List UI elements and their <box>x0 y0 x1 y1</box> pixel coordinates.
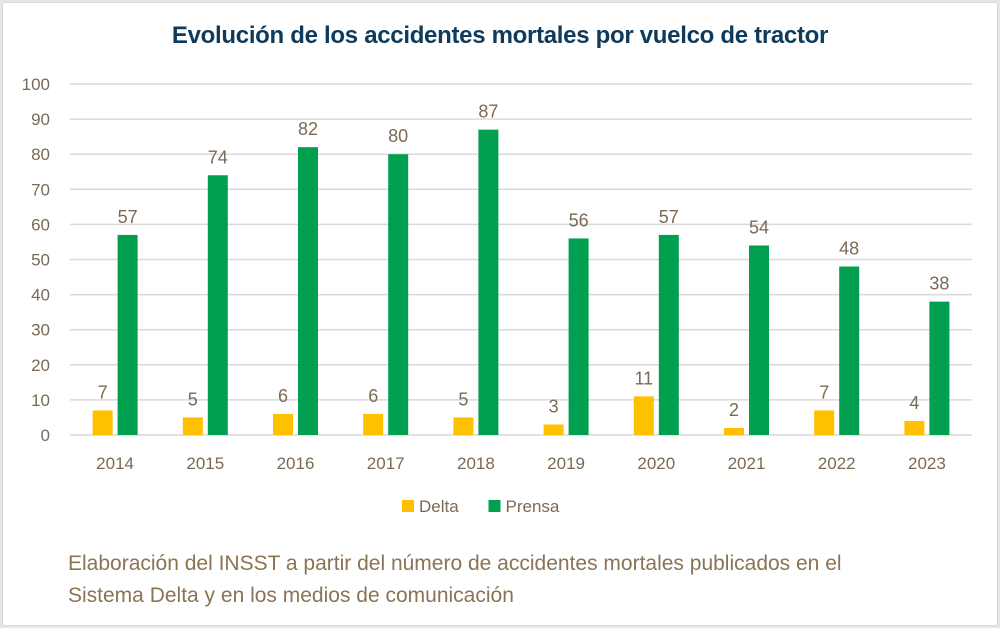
data-label-delta-2019: 3 <box>549 396 559 416</box>
x-tick-label: 2020 <box>637 454 675 473</box>
data-label-delta-2015: 5 <box>188 389 198 409</box>
bar-delta-2017 <box>363 413 384 435</box>
bar-prensa-2020 <box>658 234 679 435</box>
y-axis-ticks: 0 10 20 30 40 50 60 70 80 90 100 <box>22 75 50 445</box>
bar-delta-2019 <box>543 424 564 435</box>
data-labels: 7 57 5 74 6 82 6 80 5 87 3 56 11 57 2 54 7 48 4 38 <box>98 102 950 420</box>
chart-title: Evolución de los accidentes mortales por… <box>171 22 829 49</box>
data-label-prensa-2021: 54 <box>749 217 769 237</box>
data-label-prensa-2014: 57 <box>118 207 138 227</box>
bar-prensa-2015 <box>207 175 228 435</box>
bar-delta-2020 <box>633 396 654 435</box>
data-label-delta-2022: 7 <box>819 382 829 402</box>
bar-prensa-2022 <box>839 266 860 435</box>
caption-line-1: Elaboración del INSST a partir del númer… <box>68 552 842 575</box>
x-tick-label: 2017 <box>367 454 405 473</box>
caption-line-2: Sistema Delta y en los medios de comunic… <box>68 584 514 607</box>
y-tick-label: 90 <box>31 110 50 129</box>
y-tick-label: 10 <box>31 391 50 410</box>
x-tick-label: 2019 <box>547 454 585 473</box>
bar-prensa-2023 <box>929 301 950 435</box>
data-label-delta-2020: 11 <box>634 368 653 388</box>
bar-delta-2022 <box>814 410 835 435</box>
bar-delta-2015 <box>182 417 203 435</box>
chart-caption: Elaboración del INSST a partir del númer… <box>68 548 968 612</box>
y-tick-label: 50 <box>31 251 50 270</box>
y-tick-label: 30 <box>31 321 50 340</box>
x-tick-label: 2022 <box>818 454 856 473</box>
bar-prensa-2021 <box>749 245 769 435</box>
data-label-prensa-2016: 82 <box>298 119 318 139</box>
bar-delta-2014 <box>92 410 113 435</box>
x-tick-label: 2016 <box>277 454 315 473</box>
bar-delta-2023 <box>904 420 925 435</box>
y-tick-label: 60 <box>31 215 50 234</box>
bar-prensa-2018 <box>478 129 499 435</box>
legend-swatch-delta <box>402 500 414 512</box>
data-label-prensa-2018: 87 <box>478 102 498 122</box>
y-tick-label: 20 <box>31 356 50 375</box>
data-label-prensa-2015: 74 <box>208 147 228 167</box>
x-tick-label: 2014 <box>96 454 134 473</box>
bar-delta-2021 <box>724 427 744 435</box>
data-label-prensa-2023: 38 <box>929 274 949 294</box>
x-tick-label: 2021 <box>728 454 766 473</box>
y-tick-label: 100 <box>22 75 50 94</box>
bar-prensa-2014 <box>117 234 138 435</box>
y-tick-label: 40 <box>31 286 50 305</box>
y-tick-label: 80 <box>31 145 50 164</box>
bar-delta-2018 <box>453 417 474 435</box>
bar-prensa-2016 <box>298 147 318 435</box>
data-label-prensa-2020: 57 <box>659 207 679 227</box>
y-tick-label: 0 <box>41 426 50 445</box>
data-label-delta-2016: 6 <box>278 386 288 406</box>
data-label-delta-2018: 5 <box>458 389 468 409</box>
legend-label-prensa: Prensa <box>506 497 560 516</box>
y-tick-label: 70 <box>31 180 50 199</box>
data-label-delta-2021: 2 <box>729 400 739 420</box>
bars <box>92 129 950 435</box>
data-label-prensa-2019: 56 <box>569 210 589 230</box>
legend-swatch-prensa <box>488 500 501 512</box>
data-label-delta-2017: 6 <box>368 386 378 406</box>
x-tick-label: 2018 <box>457 454 495 473</box>
data-label-delta-2014: 7 <box>98 382 108 402</box>
x-tick-label: 2023 <box>908 454 946 473</box>
data-label-delta-2023: 4 <box>909 393 919 413</box>
legend-label-delta: Delta <box>419 497 459 516</box>
legend: Delta Prensa <box>402 497 560 516</box>
data-label-prensa-2017: 80 <box>388 126 408 146</box>
data-label-prensa-2022: 48 <box>839 239 859 259</box>
gridlines <box>70 83 972 436</box>
bar-prensa-2017 <box>388 154 409 435</box>
x-axis-ticks: 2014 2015 2016 2017 2018 2019 2020 2021 2022 2023 <box>96 454 946 473</box>
bar-delta-2016 <box>273 413 293 435</box>
bar-prensa-2019 <box>568 238 589 435</box>
x-tick-label: 2015 <box>186 454 224 473</box>
